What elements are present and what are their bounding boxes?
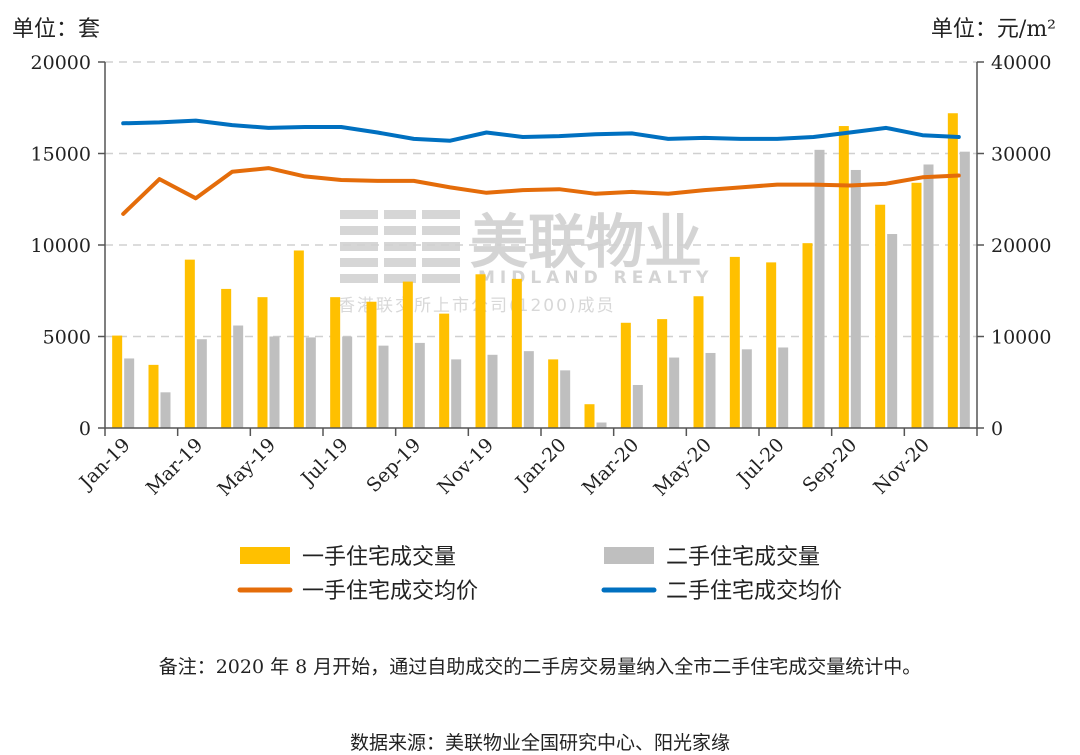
bar-resale-volume (596, 422, 607, 428)
x-tick-label: Sep-20 (798, 434, 861, 497)
right-axis-unit: 单位：元/m² (931, 17, 1056, 42)
bar-resale-volume (741, 349, 752, 428)
x-tick-label: Jan-20 (510, 434, 571, 495)
bar-resale-volume (160, 392, 171, 428)
left-axis-unit: 单位：套 (12, 17, 100, 42)
bar-new-volume (112, 335, 123, 428)
bar-new-volume (693, 296, 704, 428)
bar-resale-volume (887, 234, 898, 428)
x-tick-label: May-19 (213, 434, 280, 501)
legend-label: 二手住宅成交量 (666, 545, 820, 570)
combo-chart: 美联物业 MIDLAND REALTY 香港联交所上市公司(1200)成员 单位… (12, 17, 1056, 604)
left-tick-label: 0 (79, 418, 91, 440)
legend-label: 二手住宅成交均价 (666, 579, 842, 604)
bar-resale-volume (705, 352, 716, 428)
bar-new-volume (729, 256, 740, 428)
left-tick-label: 15000 (31, 144, 91, 166)
x-tick-label: May-20 (649, 434, 716, 501)
bar-new-volume (330, 297, 341, 428)
bar-resale-volume (669, 357, 680, 428)
bar-resale-volume (269, 336, 280, 428)
x-tick-label: Jul-19 (296, 434, 353, 491)
bar-resale-volume (196, 339, 207, 428)
bar-new-volume (548, 359, 559, 428)
grid-lines (105, 61, 977, 338)
x-tick-label: Mar-19 (142, 434, 207, 499)
bar-resale-volume (923, 164, 934, 429)
chart-note: 备注：2020 年 8 月开始，通过自助成交的二手房交易量纳入全市二手住宅成交量… (158, 656, 922, 678)
midland-logo-icon (340, 210, 460, 283)
bar-resale-volume (814, 149, 825, 428)
bar-new-volume (293, 250, 304, 428)
bar-resale-volume (850, 169, 861, 428)
bar-series (112, 113, 970, 429)
data-source: 数据来源：美联物业全国研究中心、阳光家缘 (349, 732, 730, 754)
legend-swatch (604, 547, 654, 564)
line-new-price (121, 166, 961, 216)
bar-new-volume (184, 259, 195, 428)
bar-new-volume (657, 319, 668, 428)
bar-resale-volume (959, 151, 970, 429)
line-resale-price (121, 118, 961, 143)
x-tick-label: Mar-20 (578, 434, 643, 499)
bar-new-volume (402, 281, 413, 428)
bar-resale-volume (124, 358, 135, 428)
midland-watermark: 美联物业 MIDLAND REALTY 香港联交所上市公司(1200)成员 (338, 208, 713, 316)
right-tick-label: 40000 (991, 52, 1051, 74)
left-tick-label: 5000 (43, 327, 91, 349)
bar-resale-volume (378, 345, 389, 428)
bar-new-volume (221, 288, 232, 428)
x-tick-label: Jul-20 (732, 434, 789, 491)
bar-resale-volume (560, 370, 571, 428)
left-tick-label: 20000 (31, 52, 91, 74)
watermark-company-cn: 美联物业 (470, 208, 702, 276)
bar-new-volume (584, 404, 595, 428)
x-tick-label: Nov-19 (433, 434, 498, 499)
bar-new-volume (766, 262, 777, 428)
x-tick-label: Sep-19 (362, 434, 425, 497)
legend-swatch (240, 547, 290, 564)
bar-resale-volume (342, 336, 353, 428)
left-tick-label: 10000 (31, 235, 91, 257)
right-tick-label: 20000 (991, 235, 1051, 257)
legend-label: 一手住宅成交量 (302, 545, 456, 570)
bar-new-volume (475, 274, 486, 428)
bar-new-volume (802, 243, 813, 428)
bar-new-volume (947, 113, 958, 429)
bar-resale-volume (632, 384, 643, 428)
x-tick-label: Nov-20 (869, 434, 934, 499)
bar-resale-volume (451, 359, 462, 428)
bar-resale-volume (487, 354, 498, 428)
line-series (121, 118, 961, 216)
right-tick-label: 30000 (991, 144, 1051, 166)
bar-resale-volume (778, 347, 789, 428)
right-tick-label: 10000 (991, 327, 1051, 349)
bar-new-volume (620, 322, 631, 428)
right-tick-label: 0 (991, 418, 1003, 440)
x-tick-label: Jan-19 (74, 434, 135, 495)
bar-new-volume (511, 278, 522, 428)
bar-resale-volume (305, 337, 316, 428)
bar-new-volume (148, 364, 159, 428)
bar-new-volume (257, 297, 268, 428)
bar-resale-volume (414, 342, 425, 428)
bar-new-volume (838, 126, 849, 429)
bar-new-volume (911, 182, 922, 428)
bar-new-volume (439, 313, 450, 428)
bar-new-volume (366, 301, 377, 428)
watermark-company-en: MIDLAND REALTY (478, 268, 713, 288)
bar-new-volume (875, 204, 886, 428)
legend-label: 一手住宅成交均价 (302, 579, 478, 604)
bar-resale-volume (523, 351, 534, 428)
bar-resale-volume (233, 325, 244, 428)
